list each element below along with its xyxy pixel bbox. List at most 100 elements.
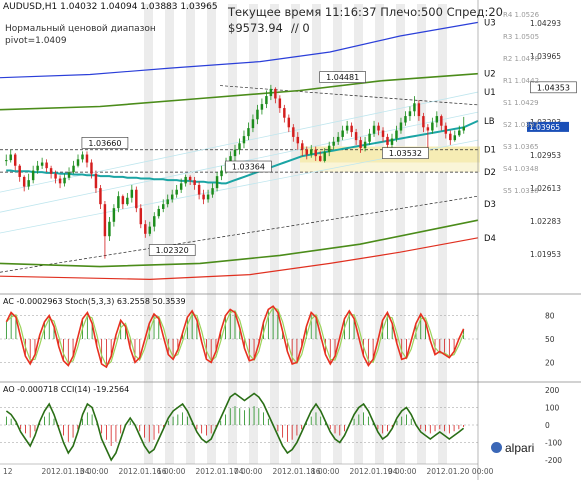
candle-body [170, 194, 174, 200]
candle-body [251, 119, 255, 129]
price-label-box [382, 147, 429, 159]
candle-body [372, 125, 376, 134]
candle-body [426, 127, 430, 131]
pivot-level-label: D2 [484, 168, 496, 178]
time-axis-label: 12 [3, 467, 13, 476]
server-time: Текущее время 11:16:37 Плечо:500 Спред:2… [228, 5, 503, 19]
symbol-label: AUDUSD,H1 [3, 2, 58, 12]
time-axis-label: 04 [388, 467, 398, 476]
candle-body [135, 189, 138, 209]
cci-axis-tick: 200 [545, 386, 560, 395]
candle-body [36, 165, 39, 171]
session-stripes [144, 4, 447, 464]
candle-body [233, 149, 237, 157]
session-stripe [333, 4, 342, 464]
candle-body [386, 136, 389, 145]
candle-body [206, 194, 210, 200]
cci-axis-tick: -100 [545, 439, 562, 448]
price-label-box [530, 81, 577, 94]
time-axis-label: 04 [80, 467, 90, 476]
session-stripe [312, 4, 321, 464]
candle-body [359, 140, 362, 149]
pivot-level-label: D3 [484, 200, 496, 210]
candle-body [318, 156, 322, 161]
candles [5, 84, 465, 259]
candle-body [336, 136, 340, 142]
candle-body [332, 141, 335, 146]
price-label-box [81, 137, 129, 149]
balance: $9573.94 [228, 21, 283, 35]
candle-body [211, 188, 214, 195]
chart-text: 1.03660 1.02320 1.03364 1.04481 1.03532 1.043… [81, 11, 577, 256]
candle-body [90, 162, 93, 174]
candle-body [278, 98, 282, 109]
candle-body [395, 130, 398, 139]
candle-body [220, 170, 223, 177]
candle-body [363, 141, 367, 149]
lower-band-red [0, 237, 479, 281]
candle-body [108, 221, 111, 237]
time-axis-label: 16 [311, 467, 321, 476]
session-stripe [144, 4, 153, 464]
session-stripe [270, 4, 279, 464]
upper-envelope [0, 72, 479, 111]
candle-body [247, 128, 250, 137]
resistance-label: R3 1.0505 [503, 33, 539, 41]
candle-body [45, 162, 48, 169]
candle-body [354, 132, 358, 141]
candle-body [345, 125, 349, 131]
cci-axis-tick: -200 [545, 456, 562, 465]
price-label: 1.03532 [389, 149, 422, 158]
price-axis-tick: 1.03965 [530, 52, 561, 61]
candle-body [435, 116, 439, 123]
support-trendline [0, 195, 479, 273]
session-stripe [228, 4, 237, 464]
candle-body [139, 208, 143, 225]
oscillators: 80 50 20 200 100 0 -100 -200 [0, 305, 562, 465]
session-stripe [375, 4, 384, 464]
candle-body [9, 154, 12, 161]
session-stripe [249, 4, 258, 464]
price-axis-tick: 1.02953 [530, 151, 561, 160]
candle-body [301, 143, 304, 150]
candle-body [179, 183, 183, 190]
candle-body [453, 135, 457, 141]
candle-body [390, 138, 394, 145]
symbol-ohlc: AUDUSD,H1 1.04032 1.04094 1.03883 1.0396… [3, 2, 218, 12]
time-axis-label: 2012.01.19 00:00 [350, 467, 417, 476]
candle-body [265, 96, 268, 105]
session-stripe [438, 4, 447, 464]
price-label: 1.03660 [88, 139, 121, 148]
candle-body [148, 226, 152, 234]
candle-body [287, 117, 291, 128]
cci-line [5, 392, 465, 462]
candle-body [103, 204, 107, 237]
resistance-label: S5 1.0316 [503, 187, 539, 195]
session-stripe [396, 4, 405, 464]
candle-body [85, 154, 89, 163]
candle-body [40, 162, 44, 166]
resistance-label: S4 1.0348 [503, 165, 539, 173]
stoch-axis-tick: 80 [545, 312, 555, 321]
candle-body [413, 103, 416, 112]
candle-body [242, 136, 246, 144]
session-stripe [417, 4, 426, 464]
candle-body [67, 172, 71, 178]
candle-body [283, 108, 286, 118]
pivot-level-label: LB [484, 117, 495, 127]
resistance-label: R1 1.0442 [503, 77, 539, 85]
outer-band-blue [0, 21, 479, 79]
candle-body [54, 173, 57, 179]
candle-body [63, 177, 66, 184]
session-stripe [207, 4, 216, 464]
time-axis-label: 2012.01.17 00:00 [196, 467, 263, 476]
candle-body [121, 196, 125, 205]
candle-body [462, 126, 465, 131]
stoch-caption: AC -0.0002963 Stoch(5,3,3) 63.2558 50.35… [3, 297, 186, 306]
indicator-lines [0, 21, 479, 281]
candle-body [292, 127, 295, 137]
pivot-level-label: D1 [484, 146, 496, 156]
price-label: 1.04481 [326, 73, 359, 82]
